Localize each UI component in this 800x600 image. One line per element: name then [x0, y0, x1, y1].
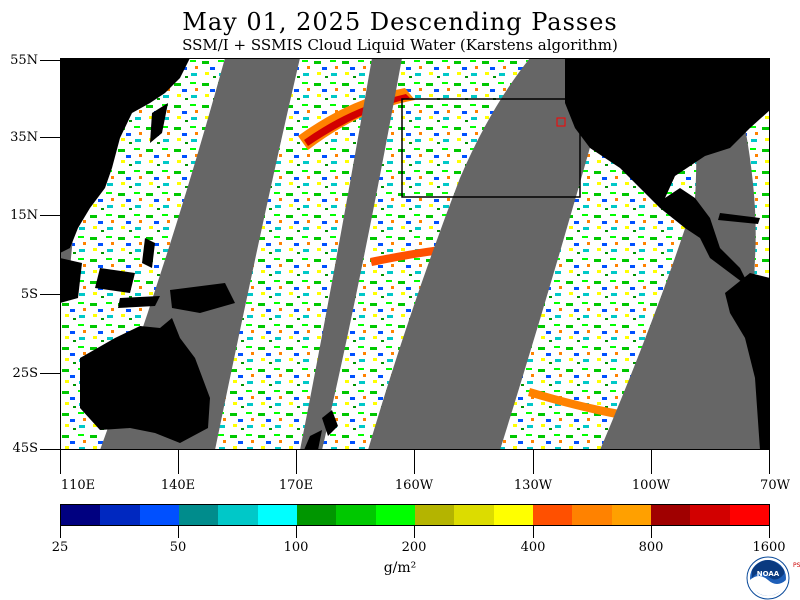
rain-band	[370, 246, 442, 266]
page-subtitle: SSM/I + SSMIS Cloud Liquid Water (Karste…	[182, 36, 618, 54]
land-caribbean	[718, 213, 760, 224]
rain-band	[528, 388, 620, 418]
lon-label-160w: 160W	[394, 478, 434, 493]
lat-label-55n: 55N	[10, 53, 38, 68]
lon-label-70w: 70W	[760, 478, 790, 493]
lat-tick	[40, 215, 60, 216]
lon-tick	[296, 450, 297, 474]
lat-label-15n: 15N	[10, 208, 38, 223]
colorbar-label-200: 200	[401, 540, 427, 555]
lat-label-35n: 35N	[10, 130, 38, 145]
colorbar-segment-1	[100, 505, 140, 525]
lon-label-170e: 170E	[278, 478, 314, 493]
colorbar-segment-17	[729, 505, 769, 525]
colorbar-label-800: 800	[638, 540, 664, 555]
land-australia	[80, 318, 210, 443]
lat-tick	[40, 294, 60, 295]
lon-label-140e: 140E	[160, 478, 196, 493]
colorbar-segment-0	[61, 505, 101, 525]
land-asia	[60, 58, 190, 253]
lon-tick	[651, 450, 652, 474]
colorbar-label-1600: 1600	[752, 540, 786, 555]
land-south-america	[725, 273, 770, 450]
lon-tick	[533, 450, 534, 474]
lon-tick	[769, 450, 770, 474]
land-islands	[142, 238, 155, 268]
colorbar-tick	[296, 526, 297, 538]
noaa-logo-text: NOAA	[757, 570, 780, 578]
cloud-liquid-water-map	[60, 58, 770, 450]
noaa-logo: NOAA	[746, 556, 790, 600]
lat-tick	[40, 137, 60, 138]
no-data-swath	[600, 58, 770, 450]
psl-logo-text: PSL	[793, 562, 800, 569]
location-marker	[556, 117, 566, 127]
lat-label-5s: 5S	[20, 287, 38, 302]
lon-tick	[60, 450, 61, 474]
land-new-guinea	[170, 283, 235, 313]
colorbar-segment-11	[493, 505, 533, 525]
colorbar-units: g/m²	[383, 560, 417, 576]
land-new-zealand	[304, 430, 322, 450]
colorbar-segment-7	[336, 505, 376, 525]
land-islands	[60, 258, 82, 303]
colorbar-label-100: 100	[283, 540, 309, 555]
region-box	[401, 98, 581, 198]
land-japan	[150, 103, 168, 143]
land-new-zealand	[322, 410, 338, 436]
colorbar-tick	[651, 526, 652, 538]
map-svg	[60, 58, 770, 450]
colorbar-segment-15	[650, 505, 691, 525]
colorbar-label-50: 50	[169, 540, 187, 555]
lon-label-110e: 110E	[60, 478, 96, 493]
colorbar-tick	[178, 526, 179, 538]
colorbar-segment-2	[139, 505, 179, 525]
colorbar-segment-4	[218, 505, 258, 525]
map-frame	[60, 58, 770, 450]
colorbar-tick	[533, 526, 534, 538]
storm-band-core	[304, 94, 410, 146]
colorbar-segment-13	[572, 505, 612, 525]
colorbar	[60, 504, 770, 526]
colorbar-segment-3	[178, 505, 219, 525]
lon-tick	[414, 450, 415, 474]
colorbar-label-25: 25	[51, 540, 69, 555]
lat-label-25s: 25S	[12, 366, 38, 381]
page-title: May 01, 2025 Descending Passes	[182, 8, 618, 36]
lat-tick	[40, 373, 60, 374]
lat-tick	[40, 60, 60, 61]
lon-label-130w: 130W	[513, 478, 553, 493]
lat-tick	[40, 449, 60, 450]
colorbar-tick	[414, 526, 415, 538]
colorbar-segment-14	[611, 505, 651, 525]
land-islands	[95, 268, 135, 293]
colorbar-segment-12	[532, 505, 573, 525]
colorbar-tick	[60, 526, 61, 538]
colorbar-label-400: 400	[520, 540, 546, 555]
colorbar-segment-9	[414, 505, 455, 525]
land-north-america	[565, 58, 770, 288]
no-data-swath	[300, 58, 402, 450]
colorbar-segment-8	[375, 505, 415, 525]
lon-tick	[178, 450, 179, 474]
colorbar-segment-6	[296, 505, 337, 525]
colorbar-segment-16	[690, 505, 730, 525]
colorbar-segment-5	[257, 505, 297, 525]
no-data-swath	[368, 58, 615, 450]
colorbar-tick	[769, 526, 770, 538]
lat-label-45s: 45S	[12, 441, 38, 456]
colorbar-segment-10	[454, 505, 494, 525]
lon-label-100w: 100W	[631, 478, 671, 493]
land-islands	[118, 296, 160, 308]
